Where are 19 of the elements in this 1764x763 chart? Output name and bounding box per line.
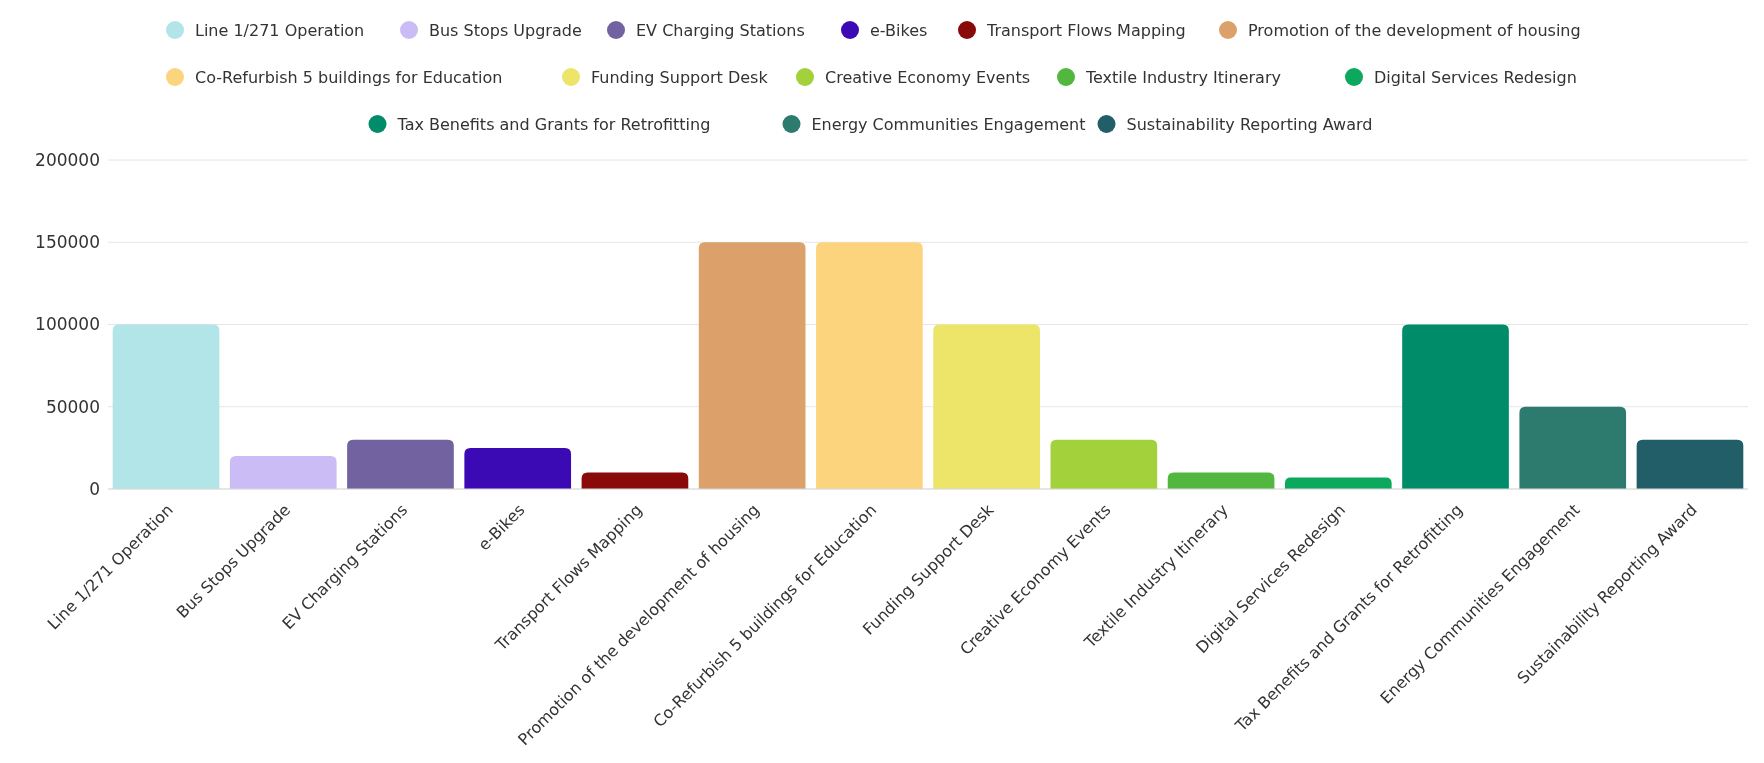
legend-label: Sustainability Reporting Award	[1126, 114, 1373, 134]
y-tick-label: 0	[89, 478, 100, 499]
legend-label: Transport Flows Mapping	[986, 20, 1186, 40]
legend-label: Tax Benefits and Grants for Retrofitting	[396, 114, 711, 134]
legend-label: Textile Industry Itinerary	[1085, 67, 1281, 87]
legend-label: Energy Communities Engagement	[811, 114, 1086, 134]
y-tick-label: 50000	[45, 396, 100, 417]
y-tick-label: 200000	[35, 149, 100, 170]
legend-label: Promotion of the development of housing	[1248, 20, 1581, 40]
legend-label: Line 1/271 Operation	[195, 20, 365, 40]
y-tick-label: 150000	[35, 232, 100, 253]
legend-label: Bus Stops Upgrade	[429, 20, 582, 40]
legend-label: EV Charging Stations	[636, 20, 805, 40]
legend-label: Funding Support Desk	[591, 67, 769, 87]
legend-label: Creative Economy Events	[825, 67, 1031, 87]
legend-label: e-Bikes	[870, 20, 928, 40]
legend-label: Digital Services Redesign	[1374, 67, 1577, 87]
y-tick-label: 100000	[35, 314, 100, 335]
legend-label: Co-Refurbish 5 buildings for Education	[195, 67, 503, 87]
